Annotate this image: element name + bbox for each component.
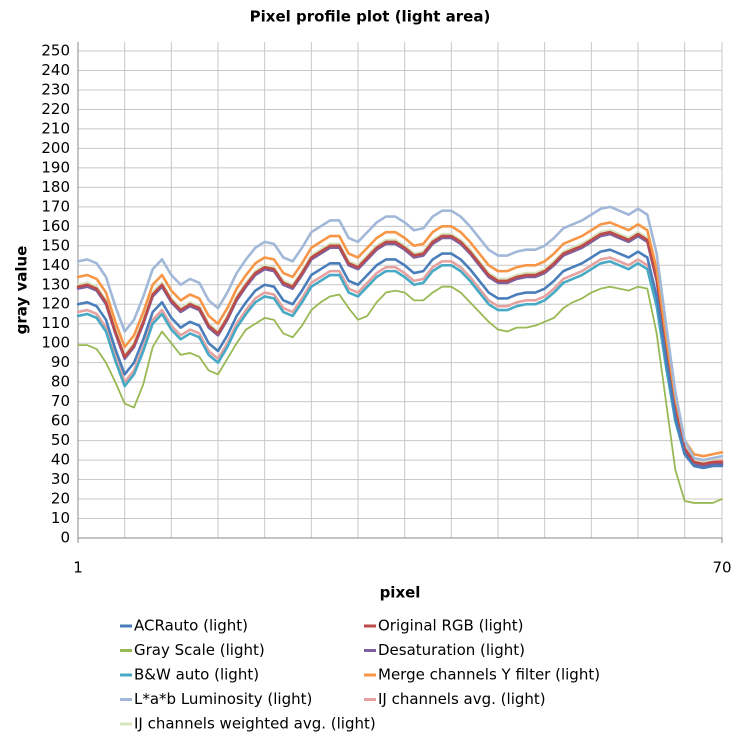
- legend-label: L*a*b Luminosity (light): [134, 690, 312, 708]
- series-line: [76, 260, 724, 470]
- y-tick-label: 80: [51, 373, 70, 391]
- legend-label: Original RGB (light): [378, 617, 524, 635]
- y-tick-label: 90: [51, 353, 70, 371]
- series-line: [76, 230, 724, 466]
- y-tick-label: 110: [41, 314, 70, 332]
- series-line: [76, 205, 724, 462]
- y-tick-label: 200: [41, 139, 70, 157]
- legend-label: ACRauto (light): [134, 617, 248, 635]
- series-line: [76, 248, 724, 470]
- x-tick-label: 1: [73, 559, 83, 577]
- y-tick-label: 60: [51, 412, 70, 430]
- series-line: [76, 228, 724, 464]
- legend-label: B&W auto (light): [134, 666, 259, 684]
- y-tick-label: 180: [41, 178, 70, 196]
- y-tick-label: 20: [51, 490, 70, 508]
- series-line: [76, 232, 724, 468]
- series-line: [76, 221, 724, 458]
- legend-label: Gray Scale (light): [134, 641, 265, 659]
- x-tick-label: 70: [712, 559, 731, 577]
- y-tick-label: 220: [41, 100, 70, 118]
- y-tick-label: 160: [41, 217, 70, 235]
- series-line: [77, 285, 723, 504]
- y-tick-label: 230: [41, 80, 70, 98]
- y-tick-label: 190: [41, 158, 70, 176]
- y-tick-label: 50: [51, 431, 70, 449]
- x-axis-label: pixel: [380, 584, 421, 602]
- y-tick-label: 170: [41, 197, 70, 215]
- y-tick-label: 150: [41, 236, 70, 254]
- legend-label: Desaturation (light): [378, 641, 525, 659]
- y-tick-label: 40: [51, 451, 70, 469]
- y-tick-label: 210: [41, 119, 70, 137]
- legend-label: IJ channels weighted avg. (light): [134, 715, 376, 733]
- y-tick-label: 0: [60, 529, 70, 547]
- y-tick-label: 250: [41, 42, 70, 60]
- y-tick-label: 10: [51, 509, 70, 527]
- chart-title: Pixel profile plot (light area): [250, 8, 491, 26]
- y-tick-label: 100: [41, 334, 70, 352]
- legend-label: IJ channels avg. (light): [378, 690, 546, 708]
- y-tick-label: 120: [41, 295, 70, 313]
- y-axis-label: gray value: [13, 246, 31, 335]
- y-tick-label: 240: [41, 61, 70, 79]
- y-tick-label: 130: [41, 275, 70, 293]
- y-tick-label: 140: [41, 256, 70, 274]
- series-line: [76, 256, 724, 466]
- legend-label: Merge channels Y filter (light): [378, 666, 600, 684]
- y-tick-label: 30: [51, 470, 70, 488]
- y-tick-label: 70: [51, 392, 70, 410]
